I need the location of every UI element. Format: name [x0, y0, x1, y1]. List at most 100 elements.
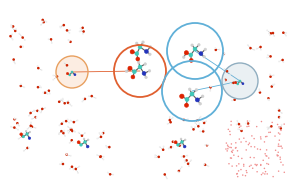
- Point: [46, 38, 51, 41]
- Point: [236, 169, 241, 172]
- Point: [68, 154, 73, 157]
- Point: [272, 34, 276, 37]
- Point: [168, 121, 173, 124]
- Point: [69, 128, 73, 131]
- Point: [201, 120, 205, 123]
- Point: [68, 29, 72, 32]
- Point: [277, 125, 281, 128]
- Point: [259, 173, 264, 176]
- Point: [189, 159, 194, 162]
- Point: [83, 132, 87, 135]
- Point: [189, 125, 194, 128]
- Circle shape: [130, 50, 134, 54]
- Point: [60, 160, 64, 163]
- Point: [104, 144, 108, 147]
- Point: [57, 132, 61, 135]
- Point: [278, 125, 283, 128]
- Point: [209, 85, 213, 88]
- Point: [224, 142, 229, 145]
- Point: [245, 125, 249, 128]
- Point: [223, 78, 228, 81]
- Point: [73, 130, 77, 133]
- Point: [69, 128, 74, 131]
- Point: [64, 120, 68, 123]
- Point: [265, 29, 269, 32]
- Point: [266, 97, 271, 100]
- Point: [267, 32, 272, 35]
- Point: [208, 89, 213, 92]
- Point: [29, 126, 33, 129]
- Point: [226, 128, 231, 131]
- Point: [32, 109, 36, 112]
- Point: [57, 133, 61, 136]
- Point: [41, 21, 46, 24]
- Point: [87, 95, 91, 98]
- Point: [70, 140, 75, 143]
- Circle shape: [183, 145, 186, 148]
- Circle shape: [198, 43, 200, 46]
- Point: [240, 174, 245, 177]
- Point: [264, 154, 268, 157]
- Circle shape: [177, 143, 179, 146]
- Point: [57, 100, 61, 103]
- Point: [78, 27, 83, 30]
- Circle shape: [131, 75, 135, 79]
- Point: [76, 171, 80, 174]
- Point: [234, 146, 238, 149]
- Point: [62, 102, 67, 105]
- Point: [64, 153, 69, 156]
- Circle shape: [87, 139, 89, 141]
- Point: [16, 128, 20, 131]
- Point: [26, 114, 31, 117]
- Circle shape: [80, 143, 82, 146]
- Point: [168, 115, 172, 118]
- Point: [67, 121, 72, 124]
- Point: [258, 91, 262, 94]
- Circle shape: [242, 83, 244, 85]
- Circle shape: [144, 63, 146, 65]
- Point: [195, 119, 200, 122]
- Point: [269, 85, 274, 88]
- Point: [59, 98, 63, 101]
- Point: [263, 135, 268, 138]
- Point: [33, 116, 38, 119]
- Point: [65, 118, 70, 121]
- Point: [252, 156, 256, 159]
- Point: [258, 46, 263, 49]
- Point: [252, 48, 257, 51]
- Point: [227, 162, 231, 165]
- Circle shape: [239, 80, 241, 82]
- Circle shape: [66, 72, 69, 75]
- Point: [18, 84, 23, 87]
- Point: [45, 92, 50, 95]
- Point: [28, 112, 33, 115]
- Point: [278, 132, 282, 136]
- Point: [258, 148, 263, 151]
- Point: [233, 141, 238, 144]
- Point: [43, 91, 47, 94]
- Circle shape: [84, 141, 86, 143]
- Point: [37, 110, 41, 113]
- Point: [239, 129, 244, 132]
- Point: [9, 125, 13, 128]
- Point: [167, 119, 172, 122]
- Point: [67, 141, 72, 144]
- Circle shape: [199, 52, 203, 56]
- Circle shape: [74, 74, 76, 76]
- Point: [51, 78, 56, 81]
- Point: [280, 58, 285, 61]
- Point: [15, 123, 20, 126]
- Point: [230, 165, 235, 168]
- Point: [58, 25, 63, 28]
- Circle shape: [184, 51, 189, 55]
- Point: [278, 116, 283, 119]
- Point: [98, 155, 103, 158]
- Point: [237, 162, 241, 165]
- Point: [252, 145, 257, 148]
- Point: [268, 131, 273, 134]
- Point: [101, 158, 106, 161]
- Point: [99, 135, 103, 138]
- Point: [265, 126, 270, 129]
- Point: [235, 149, 240, 152]
- Point: [270, 121, 274, 124]
